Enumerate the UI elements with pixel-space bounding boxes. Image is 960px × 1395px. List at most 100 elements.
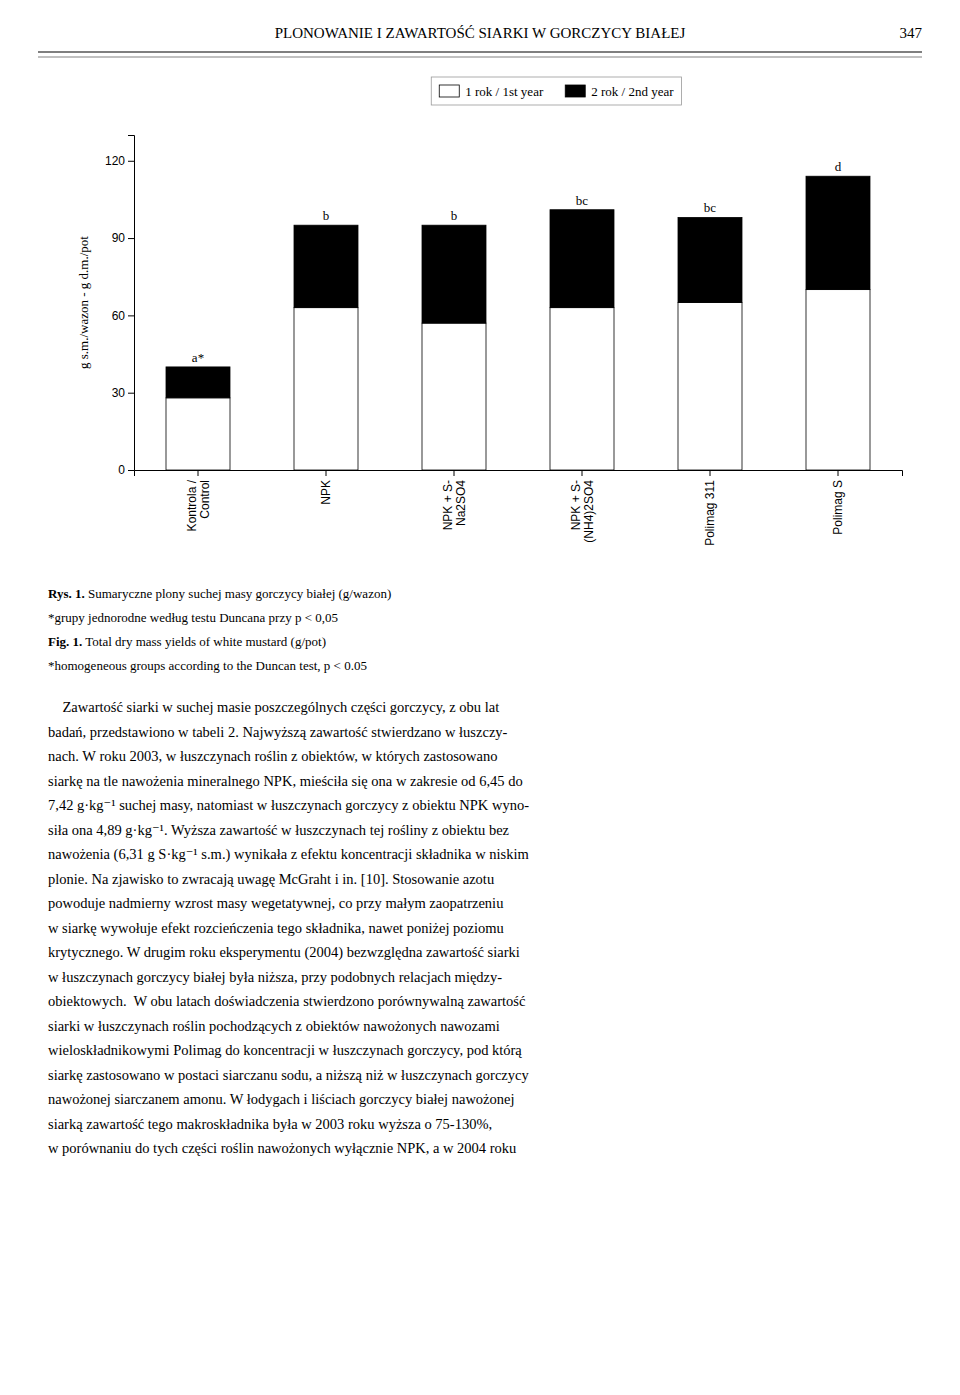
- legend-item: 2 rok / 2nd year: [565, 84, 674, 99]
- x-tick: NPK + S-(NH4)2SO4: [569, 470, 596, 543]
- y-axis: 0 30 60 90 120: [105, 136, 135, 478]
- body-line: siarkę na tle nawożenia mineralnego NPK,…: [48, 773, 523, 789]
- axis-domain: [135, 471, 903, 477]
- page-number: 347: [900, 25, 923, 41]
- y-tick: 60: [112, 309, 134, 323]
- y-tick-mark: [128, 238, 134, 239]
- x-tick-mark: [838, 470, 839, 476]
- legend-swatch: [565, 85, 585, 97]
- bar: [806, 176, 870, 289]
- body-line: siarką zawartość tego makroskładnika był…: [48, 1116, 492, 1132]
- bar: [422, 323, 486, 470]
- legend-item: 1 rok / 1st year: [439, 84, 544, 99]
- x-tick-label: Kontrola /Control: [185, 479, 212, 531]
- body-line: obiektowych. W obu latach doświadczenia …: [48, 993, 525, 1009]
- body-line: w porównaniu do tych części roślin nawoż…: [48, 1140, 516, 1156]
- body-line: w siarkę wywołuje efekt rozcieńczenia te…: [48, 920, 504, 936]
- caption-text: *grupy jednorodne według testu Duncana p…: [48, 610, 338, 625]
- bar: [550, 210, 614, 308]
- group-label: bc: [704, 200, 717, 215]
- body-line: nawożenia (6,31 g S·kg⁻¹ s.m.) wynikała …: [48, 846, 529, 863]
- header-title: PLONOWANIE I ZAWARTOŚĆ SIARKI W GORCZYCY…: [275, 25, 686, 41]
- body-line: wieloskładnikowymi Polimag do koncentrac…: [48, 1042, 522, 1058]
- body-line: siarki w łuszczynach roślin pochodzących…: [48, 1018, 500, 1034]
- caption-text: Total dry mass yields of white mustard (…: [82, 634, 326, 649]
- x-tick-label: NPK + S-Na2SO4: [441, 480, 468, 531]
- y-tick: 120: [105, 154, 134, 168]
- y-tick: 90: [112, 231, 134, 245]
- x-tick-label: NPK + S-(NH4)2SO4: [569, 480, 596, 543]
- caption-line: Fig. 1. Total dry mass yields of white m…: [48, 634, 326, 649]
- bar: [678, 303, 742, 471]
- bar: [166, 367, 230, 398]
- legend-label: 1 rok / 1st year: [465, 84, 544, 99]
- x-tick-label: Polimag 311: [703, 480, 717, 546]
- header-rule: [38, 51, 922, 52]
- legend-swatch: [439, 85, 459, 97]
- group-label: d: [835, 159, 842, 174]
- y-tick-mark: [128, 315, 134, 316]
- x-tick: Kontrola /Control: [185, 470, 212, 531]
- x-tick-label: NPK: [319, 480, 333, 505]
- caption-line: *grupy jednorodne według testu Duncana p…: [48, 610, 338, 625]
- legend: 1 rok / 1st year 2 rok / 2nd year: [431, 77, 681, 105]
- bar: [550, 308, 614, 470]
- body-line: powoduje nadmierny wzrost masy wegetatyw…: [48, 895, 503, 911]
- page: PLONOWANIE I ZAWARTOŚĆ SIARKI W GORCZYCY…: [0, 0, 960, 1395]
- caption-bold: Fig. 1.: [48, 634, 82, 649]
- caption-text: Sumaryczne plony suchej masy gorczycy bi…: [85, 586, 391, 601]
- x-tick-mark: [582, 470, 583, 476]
- group-label: b: [451, 208, 458, 223]
- body-line: nawożonej siarczanem amonu. W łodygach i…: [48, 1091, 515, 1107]
- body-line: 7,42 g·kg⁻¹ suchej masy, natomiast w łus…: [48, 797, 529, 813]
- x-tick: NPK + S-Na2SO4: [441, 470, 468, 530]
- x-tick-mark: [454, 470, 455, 476]
- y-tick-label: 90: [112, 231, 126, 245]
- x-tick-label: Polimag S: [831, 480, 845, 535]
- body-line: plonie. Na zjawisko to zwracają uwagę Mc…: [48, 871, 494, 887]
- x-tick-mark: [326, 470, 327, 476]
- body-line: nach. W roku 2003, w łuszczynach roślin …: [48, 748, 498, 764]
- x-tick: Polimag S: [831, 470, 845, 535]
- y-axis-label: g s.m./wazon - g d.m./pot: [76, 236, 91, 369]
- y-tick-label: 60: [112, 309, 126, 323]
- group-label: a*: [192, 350, 204, 365]
- group-label: b: [323, 208, 330, 223]
- caption-line: Rys. 1. Sumaryczne plony suchej masy gor…: [48, 586, 391, 601]
- bar: [294, 308, 358, 470]
- caption-bold: Rys. 1.: [48, 586, 85, 601]
- x-tick: NPK: [319, 470, 333, 505]
- y-tick: 30: [112, 386, 134, 400]
- legend-frame: [431, 77, 681, 105]
- y-tick-mark: [128, 470, 134, 471]
- caption-text: *homogeneous groups according to the Dun…: [48, 658, 367, 673]
- body-line: siła ona 4,89 g·kg⁻¹. Wyższa zawartość w…: [48, 822, 510, 838]
- body-line: badań, przedstawiono w tabeli 2. Najwyżs…: [48, 724, 508, 740]
- caption-line: *homogeneous groups according to the Dun…: [48, 658, 367, 673]
- chart: a* b b bc bc d 0 30 60 90 120 Kontrola /Control NPK N…: [76, 77, 903, 546]
- bar: [678, 217, 742, 302]
- body-line: w łuszczynach gorczycy białej była niższ…: [48, 969, 502, 985]
- body-line: krytycznego. W drugim roku eksperymentu …: [48, 944, 520, 961]
- x-tick-mark: [198, 470, 199, 476]
- y-tick-label: 120: [105, 154, 125, 168]
- bar: [806, 290, 870, 470]
- y-tick-mark: [128, 161, 134, 162]
- y-tick-label: 30: [112, 386, 126, 400]
- x-tick-mark: [710, 470, 711, 476]
- x-tick: Polimag 311: [703, 470, 717, 546]
- header-rule: [38, 57, 922, 58]
- body-line: Zawartość siarki w suchej masie poszczeg…: [48, 699, 499, 715]
- bar: [422, 225, 486, 323]
- x-axis: Kontrola /Control NPK NPK + S-Na2SO4 NPK + …: [135, 470, 903, 546]
- y-tick-label: 0: [118, 463, 125, 477]
- bars: [166, 176, 870, 470]
- group-label: bc: [576, 193, 589, 208]
- body-line: siarkę zastosowano w postaci siarczanu s…: [48, 1067, 529, 1083]
- bar: [166, 398, 230, 470]
- y-tick-mark: [128, 393, 134, 394]
- axis-domain: [128, 136, 135, 471]
- bar: [294, 225, 358, 307]
- y-tick: 0: [118, 463, 134, 477]
- legend-label: 2 rok / 2nd year: [591, 84, 674, 99]
